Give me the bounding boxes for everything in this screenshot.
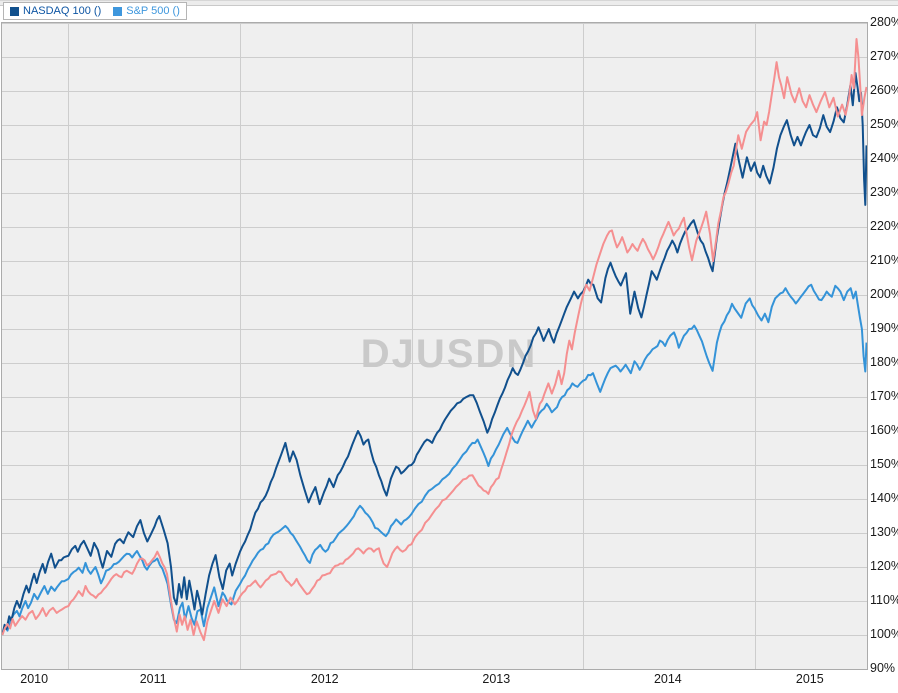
legend-item-sp-500[interactable]: S&P 500 () bbox=[113, 4, 180, 17]
x-axis-label: 2013 bbox=[482, 672, 511, 686]
y-axis-label: 280% bbox=[870, 14, 898, 29]
y-axis-label: 120% bbox=[870, 558, 898, 573]
y-axis-label: 220% bbox=[870, 218, 898, 233]
series-line-s-p-500 bbox=[2, 283, 867, 636]
y-axis-label: 190% bbox=[870, 320, 898, 335]
nasdaq-100-legend-label: NASDAQ 100 () bbox=[23, 4, 102, 17]
top-divider bbox=[0, 0, 898, 6]
y-axis-label: 240% bbox=[870, 150, 898, 165]
y-axis-label: 160% bbox=[870, 422, 898, 437]
y-axis-label: 210% bbox=[870, 252, 898, 267]
x-axis-label: 2011 bbox=[139, 672, 167, 686]
series-line-djusdn bbox=[2, 38, 867, 642]
y-axis-label: 230% bbox=[870, 184, 898, 199]
price-chart: DJUSDN bbox=[2, 23, 867, 669]
y-axis-label: 110% bbox=[870, 592, 898, 607]
y-axis-label: 100% bbox=[870, 626, 898, 641]
sp-500-swatch-icon bbox=[113, 6, 123, 16]
y-axis-label: 150% bbox=[870, 456, 898, 471]
y-axis-label: 90% bbox=[870, 660, 896, 675]
nasdaq-100-swatch-icon bbox=[10, 6, 19, 16]
x-axis-label: 2012 bbox=[310, 672, 339, 686]
x-axis-label: 2014 bbox=[653, 672, 682, 686]
y-axis-label: 180% bbox=[870, 354, 898, 369]
y-axis-label: 270% bbox=[870, 48, 898, 63]
y-axis-label: 250% bbox=[870, 116, 898, 131]
y-axis-label: 200% bbox=[870, 286, 898, 301]
plot-area[interactable]: DJUSDN bbox=[1, 22, 868, 670]
legend-item-nasdaq-100[interactable]: NASDAQ 100 () bbox=[10, 4, 102, 17]
y-axis-label: 260% bbox=[870, 82, 898, 97]
sp-500-legend-label: S&P 500 () bbox=[126, 4, 180, 17]
watermark-symbol: DJUSDN bbox=[361, 332, 537, 376]
x-axis-label: 2010 bbox=[20, 672, 49, 686]
y-axis-label: 170% bbox=[870, 388, 898, 403]
y-axis-label: 130% bbox=[870, 524, 898, 539]
chart-legend: NASDAQ 100 () S&P 500 () bbox=[3, 2, 187, 20]
y-axis-label: 140% bbox=[870, 490, 898, 505]
x-axis-label: 2015 bbox=[795, 672, 824, 686]
